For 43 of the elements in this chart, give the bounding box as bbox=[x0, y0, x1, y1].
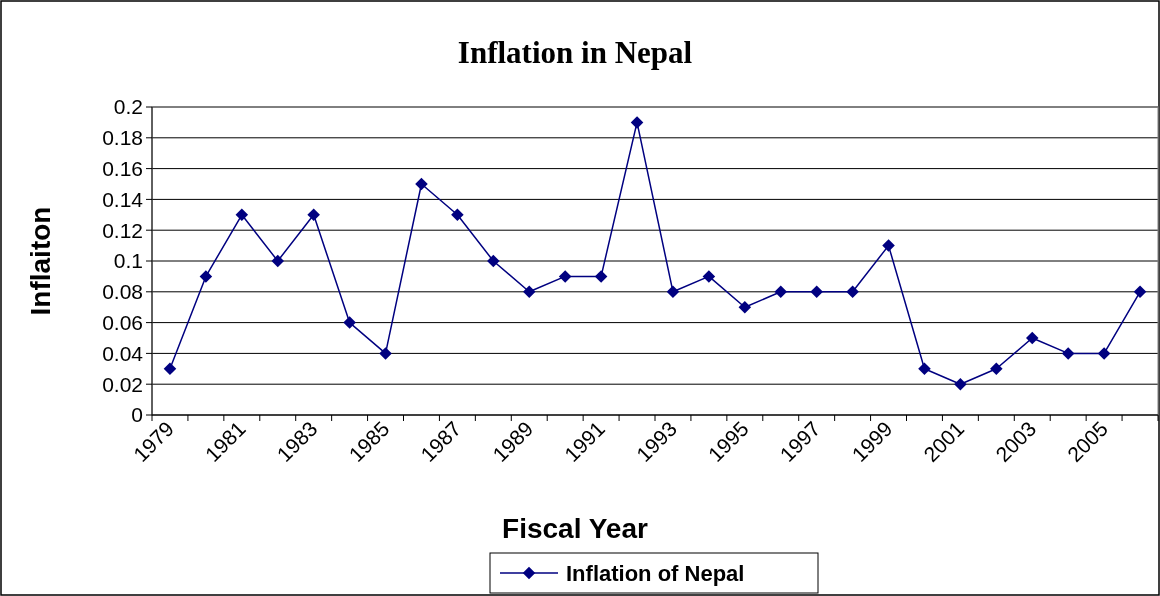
point bbox=[1097, 347, 1111, 360]
point bbox=[846, 285, 859, 299]
point bbox=[271, 254, 285, 268]
point bbox=[666, 285, 680, 299]
point bbox=[415, 177, 428, 191]
y-tick-label: 0.14 bbox=[102, 187, 144, 211]
point bbox=[738, 300, 752, 314]
point bbox=[199, 270, 213, 283]
point bbox=[810, 285, 823, 299]
y-tick-label: 0.12 bbox=[102, 218, 143, 242]
y-tick-label: 0.18 bbox=[102, 126, 143, 150]
point bbox=[990, 362, 1003, 376]
y-tick-label: 0.1 bbox=[113, 249, 143, 273]
point bbox=[774, 285, 788, 299]
point bbox=[954, 377, 967, 391]
y-tick-label: 0.02 bbox=[102, 372, 143, 396]
point bbox=[1061, 347, 1075, 360]
y-tick-label: 0.04 bbox=[102, 341, 144, 365]
chart-title: Inflation in Nepal bbox=[457, 35, 693, 70]
point bbox=[1025, 331, 1039, 345]
point bbox=[1133, 285, 1147, 299]
point bbox=[379, 347, 392, 360]
point bbox=[307, 208, 320, 222]
y-tick-label: 0.06 bbox=[102, 310, 143, 334]
legend-label: Inflation of Nepal bbox=[566, 560, 745, 586]
point bbox=[235, 208, 249, 222]
point bbox=[343, 316, 356, 329]
point bbox=[882, 239, 895, 252]
point bbox=[918, 362, 931, 376]
point bbox=[163, 362, 177, 376]
point bbox=[487, 254, 500, 268]
point bbox=[451, 208, 464, 222]
y-tick-label: 0.08 bbox=[102, 280, 143, 304]
y-axis-title: Inflaiton bbox=[25, 206, 56, 316]
x-axis-title: Fiscal Year bbox=[502, 513, 649, 544]
point bbox=[558, 270, 572, 283]
point bbox=[522, 285, 536, 299]
point bbox=[630, 116, 644, 129]
y-tick-label: 0 bbox=[131, 403, 143, 427]
y-tick-label: 0.16 bbox=[102, 156, 143, 180]
point bbox=[594, 270, 608, 283]
y-tick-label: 0.2 bbox=[113, 95, 143, 119]
point bbox=[702, 270, 716, 283]
